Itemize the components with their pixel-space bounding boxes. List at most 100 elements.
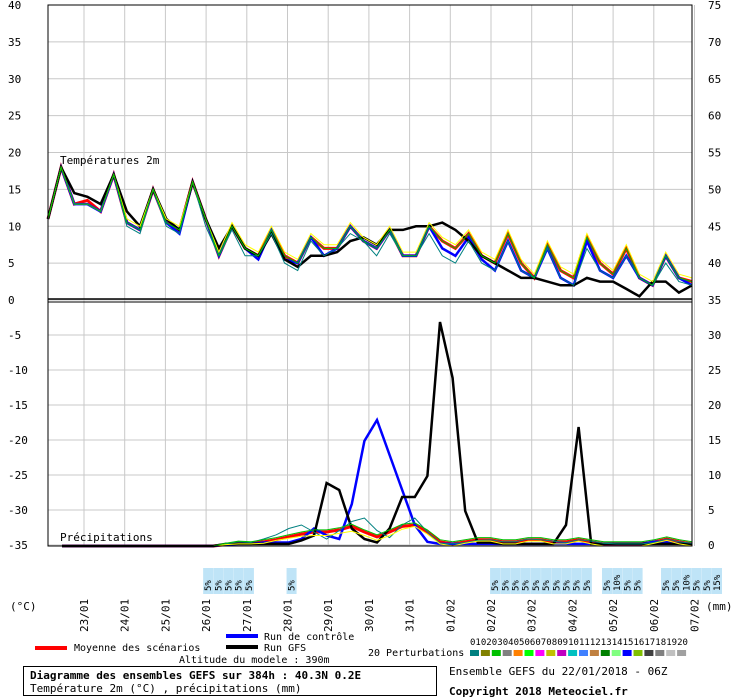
snow-probability-label: 5%: [204, 580, 214, 591]
perturbation-swatch: [655, 650, 665, 656]
day-label: 06/02: [648, 599, 661, 632]
perturbation-swatch: [666, 650, 676, 656]
snow-probability-label: 5%: [235, 580, 245, 591]
snow-marker: [510, 568, 521, 594]
snow-marker: [551, 568, 562, 594]
temp-right-tick-label: 45: [708, 220, 721, 233]
snow-marker: [571, 568, 582, 594]
temperature-panel-label: Températures 2m: [60, 154, 160, 167]
temp-tick-label: 25: [8, 110, 21, 123]
snow-marker: [581, 568, 592, 594]
precip-tick-label: -20: [8, 434, 28, 447]
snow-probability-label: 5%: [245, 580, 255, 591]
precipitation-line-1: [62, 417, 692, 548]
perturbation-id-label: 02: [481, 638, 492, 648]
perturbation-id-label: 16: [634, 638, 645, 648]
perturbation-swatch: [524, 650, 534, 656]
perturbation-id-label: 11: [579, 638, 590, 648]
day-label: 29/01: [322, 599, 335, 632]
perturbation-id-label: 19: [666, 638, 677, 648]
legend-perturbation-swatches: 01 02 03 04 05 06 07 08 09 10 11 12 13 14 15 16 17 18 19 20: [470, 638, 688, 656]
snow-marker: [661, 568, 672, 594]
snow-probability-label: 5%: [491, 580, 501, 591]
perturbation-id-label: 03: [492, 638, 503, 648]
perturbation-id-label: 01: [470, 638, 481, 648]
snow-marker: [213, 568, 224, 594]
snow-probability-label: 5%: [532, 580, 542, 591]
snow-probability-label: 5%: [623, 580, 633, 591]
perturbation-id-label: 04: [503, 638, 514, 648]
precip-tick-label: -35: [8, 539, 28, 552]
temp-right-tick-label: 55: [708, 147, 721, 160]
day-label: 23/01: [78, 599, 91, 632]
snow-marker: [681, 568, 692, 594]
perturbation-swatch: [622, 650, 632, 656]
chart-info-box: Diagramme des ensembles GEFS sur 384h : …: [23, 666, 437, 696]
temp-right-tick-label: 60: [708, 110, 721, 123]
perturbation-id-label: 08: [546, 638, 557, 648]
perturbation-id-label: 18: [655, 638, 666, 648]
perturbation-swatch: [557, 650, 567, 656]
day-label: 03/02: [526, 599, 539, 632]
temp-tick-label: 10: [8, 220, 21, 233]
temperature-line-4: [47, 165, 693, 283]
perturbation-id-label: 06: [525, 638, 536, 648]
snow-marker: [612, 568, 623, 594]
snow-probability-label: 5%: [562, 580, 572, 591]
perturbation-swatch: [480, 650, 490, 656]
snow-marker: [712, 568, 723, 594]
snow-probability-label: 5%: [511, 580, 521, 591]
chart-grid: [48, 4, 695, 546]
temp-right-tick-label: 70: [708, 36, 721, 49]
perturbation-swatch: [677, 650, 687, 656]
perturbation-id-label: 10: [568, 638, 579, 648]
precip-tick-label: -10: [8, 364, 28, 377]
perturbation-swatch: [513, 650, 523, 656]
snow-probability-row: 5% 5% 5% 5% 5% 5% 5% 5% 5% 5% 5% 5% 5% 5% 5% 5% 5% 10% 5% 5…: [203, 568, 723, 594]
snow-probability-label: 5%: [225, 580, 235, 591]
snow-marker: [233, 568, 244, 594]
legend-control-swatch: [226, 634, 258, 638]
perturbation-swatch: [568, 650, 578, 656]
snow-marker: [541, 568, 552, 594]
chart-title: Diagramme des ensembles GEFS sur 384h : …: [30, 669, 362, 682]
altitude-label: Altitude du modele : 390m: [179, 655, 330, 666]
day-label: 05/02: [607, 599, 620, 632]
snow-probability-label: 15%: [713, 574, 723, 591]
day-label: 26/01: [200, 599, 213, 632]
snow-marker: [520, 568, 531, 594]
legend-perturbations-label: 20 Perturbations: [368, 648, 464, 659]
snow-probability-label: 10%: [613, 574, 623, 591]
snow-marker: [691, 568, 702, 594]
legend-gfs-label: Run GFS: [264, 643, 306, 654]
snow-probability-label: 5%: [288, 580, 298, 591]
perturbation-swatch: [546, 650, 556, 656]
day-label: 04/02: [566, 599, 579, 632]
snow-marker: [500, 568, 511, 594]
perturbation-id-label: 05: [514, 638, 525, 648]
snow-probability-label: 5%: [501, 580, 511, 591]
legend-control-label: Run de contrôle: [264, 631, 354, 643]
perturbation-id-label: 15: [623, 638, 634, 648]
precip-right-tick-label: 15: [708, 434, 721, 447]
precip-tick-label: -25: [8, 469, 28, 482]
perturbation-swatch: [589, 650, 599, 656]
perturbation-id-label: 20: [677, 638, 688, 648]
perturbation-swatch: [502, 650, 512, 656]
precip-right-tick-label: 30: [708, 329, 721, 342]
snow-probability-label: 5%: [634, 580, 644, 591]
precip-right-tick-label: 5: [708, 504, 715, 517]
temperature-series: [46, 162, 693, 298]
legend-mean-swatch: [35, 646, 67, 650]
perturbation-id-label: 17: [644, 638, 655, 648]
temp-tick-label: 0: [8, 294, 15, 307]
legend-gfs-swatch: [226, 645, 258, 649]
day-label: 30/01: [363, 599, 376, 632]
snow-marker: [601, 568, 612, 594]
legend-mean-label: Moyenne des scénarios: [74, 642, 200, 654]
temp-right-tick-label: 35: [708, 294, 721, 307]
day-label: 01/02: [444, 599, 457, 632]
snow-probability-label: 5%: [662, 580, 672, 591]
snow-marker: [223, 568, 234, 594]
